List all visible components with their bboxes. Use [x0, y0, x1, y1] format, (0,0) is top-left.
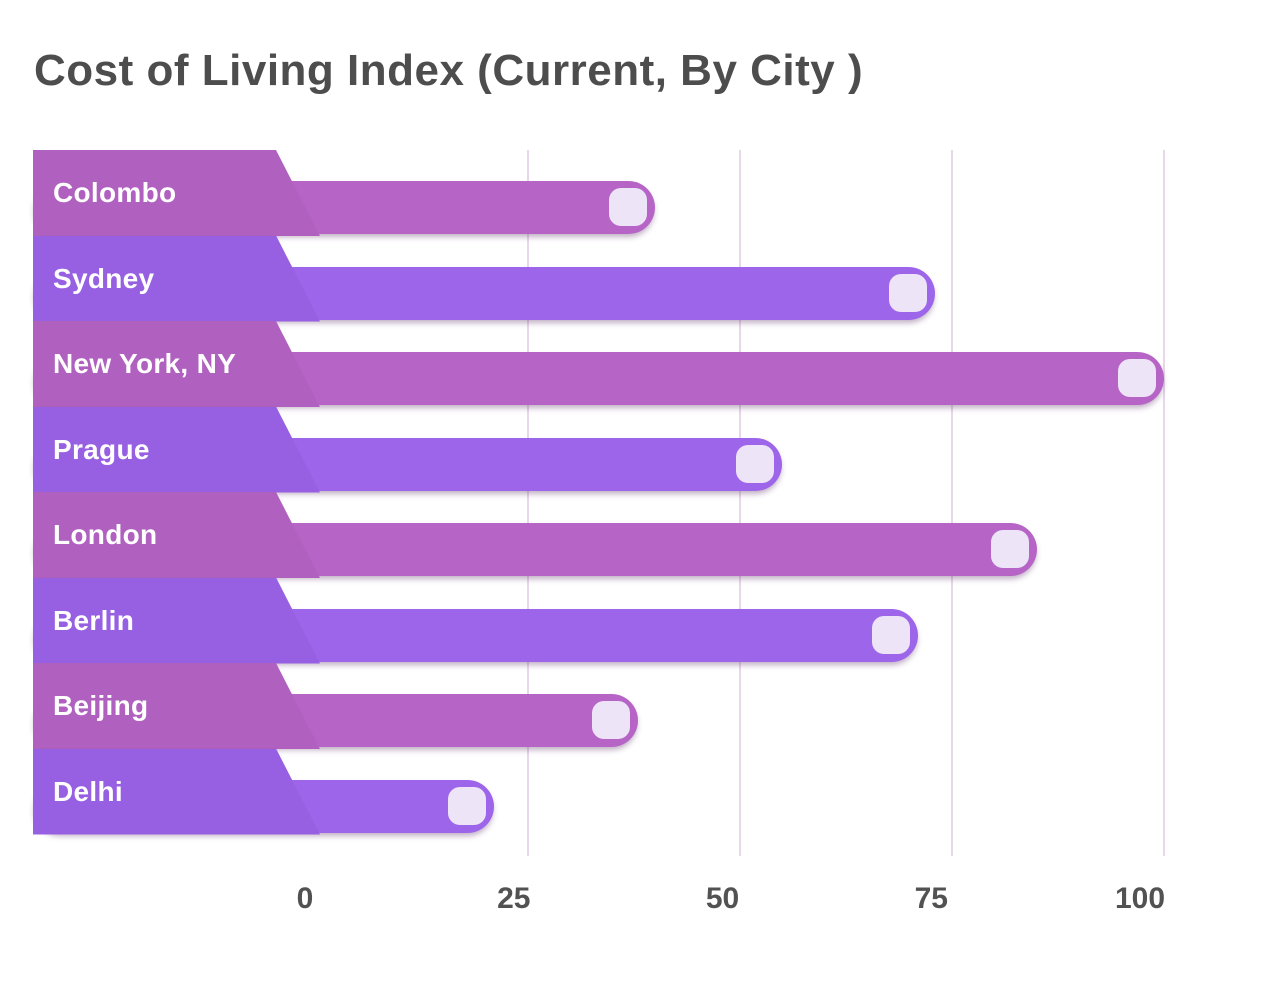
bar-row: London: [0, 492, 1266, 578]
city-label: Berlin: [53, 604, 135, 636]
bar-label-block: New York, NY: [33, 321, 320, 407]
chart-title: Cost of Living Index (Current, By City ): [34, 46, 864, 95]
bar-end-cap: [736, 444, 775, 483]
gridline-75: [951, 150, 953, 856]
x-tick-50: 50: [705, 882, 740, 915]
city-label: London: [53, 519, 158, 550]
gridline-25: [527, 150, 529, 856]
bar-label-block: Colombo: [33, 150, 320, 236]
bar-label-block: Berlin: [33, 577, 320, 664]
bar-label-block: Delhi: [33, 748, 320, 835]
bar-end-cap: [448, 786, 487, 825]
x-tick-75: 75: [914, 882, 948, 915]
bar-label-block: Beijing: [33, 663, 320, 749]
gridline-100: [1163, 150, 1165, 856]
city-label: Sydney: [53, 262, 155, 294]
city-label: Prague: [53, 433, 150, 465]
bar-row: Beijing: [0, 663, 1266, 749]
bar-end-cap: [889, 273, 928, 312]
bar-row: Delhi: [0, 748, 1266, 835]
bar-row: Sydney: [0, 235, 1266, 322]
x-tick-100: 100: [1114, 882, 1166, 915]
city-label: Delhi: [53, 775, 123, 807]
gridline-50: [739, 150, 741, 856]
city-label: Beijing: [53, 690, 149, 721]
city-label: Colombo: [53, 177, 177, 208]
bar-row: Berlin: [0, 577, 1266, 664]
x-tick-25: 25: [497, 882, 531, 915]
bar-label-block: Prague: [33, 406, 320, 493]
bar-label-block: Sydney: [33, 235, 320, 322]
bar-label-block: London: [33, 492, 320, 578]
bar-row: New York, NY: [0, 321, 1266, 407]
city-label: New York, NY: [53, 348, 237, 379]
bar-end-cap: [592, 701, 631, 739]
bar-end-cap: [1118, 359, 1156, 397]
bar-end-cap: [990, 530, 1029, 568]
bar-end-cap: [609, 188, 648, 226]
bar-row: Colombo: [0, 150, 1266, 236]
x-tick-0: 0: [296, 882, 314, 915]
bar-end-cap: [872, 615, 911, 654]
bar-row: Prague: [0, 406, 1266, 493]
